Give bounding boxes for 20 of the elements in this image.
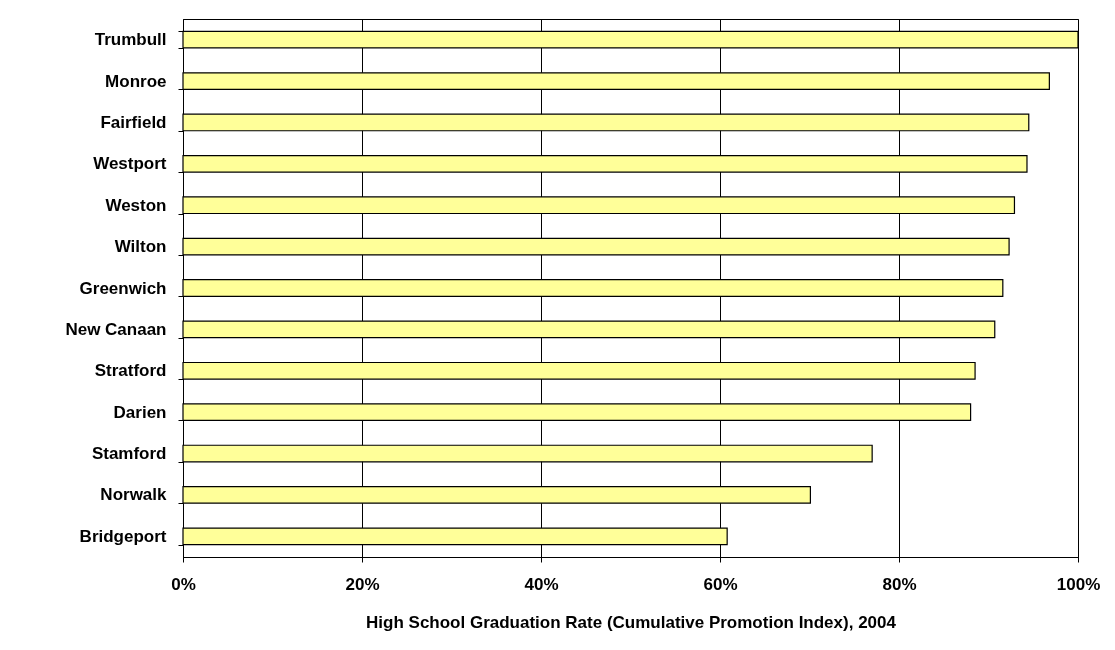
x-tick-label: 100% [1056,574,1101,594]
y-tick-label: Wilton [114,237,167,257]
y-tick-label: Westport [93,154,167,174]
y-tick-label: Fairfield [100,112,167,132]
x-tick-label: 60% [703,574,738,594]
y-tick-label: Stamford [91,444,167,464]
y-tick-label: Monroe [105,71,167,91]
y-tick-label: Darien [113,402,167,422]
x-tick-label: 20% [345,574,380,594]
y-tick-label: Norwalk [100,485,168,505]
y-tick-label: Trumbull [94,30,167,50]
y-tick-label: Weston [105,195,167,215]
y-tick-label: Greenwich [79,278,167,298]
x-tick-label: 80% [882,574,917,594]
x-tick-label: 0% [171,574,196,594]
y-tick-label: New Canaan [65,319,167,339]
x-tick-label: 40% [524,574,559,594]
y-tick-label: Bridgeport [79,526,167,546]
y-tick-label: Stratford [94,361,167,381]
x-axis-title: High School Graduation Rate (Cumulative Promotion Index), 2004 [366,612,897,632]
